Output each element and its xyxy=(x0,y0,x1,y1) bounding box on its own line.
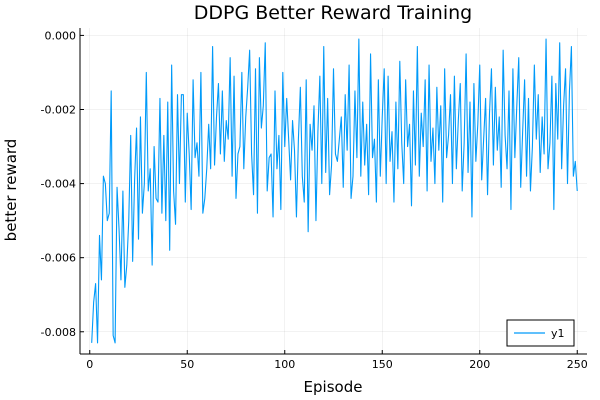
y-tick-label: 0.000 xyxy=(45,29,77,42)
y-tick-label: -0.008 xyxy=(41,326,76,339)
x-tick-label: 200 xyxy=(469,358,490,371)
legend-label: y1 xyxy=(551,327,565,340)
x-tick-label: 250 xyxy=(567,358,588,371)
x-tick-label: 100 xyxy=(274,358,295,371)
y-tick-label: -0.006 xyxy=(41,252,76,265)
chart-title: DDPG Better Reward Training xyxy=(194,2,472,24)
series-layer xyxy=(91,38,578,344)
x-tick-label: 150 xyxy=(372,358,393,371)
y-axis-label: better reward xyxy=(2,139,20,242)
x-tick-label: 0 xyxy=(86,358,93,371)
legend: y1 xyxy=(506,319,575,347)
x-tick-label: 50 xyxy=(180,358,194,371)
axes xyxy=(79,28,587,355)
y-tick-label: -0.002 xyxy=(41,104,76,117)
y-tick-label: -0.004 xyxy=(41,178,76,191)
series-line-y1 xyxy=(91,38,578,344)
tick-labels: 0 50 100 150 200 250 -0.008 -0.006 -0.004 -0.002 0… xyxy=(41,29,588,371)
x-axis-label: Episode xyxy=(304,378,363,396)
